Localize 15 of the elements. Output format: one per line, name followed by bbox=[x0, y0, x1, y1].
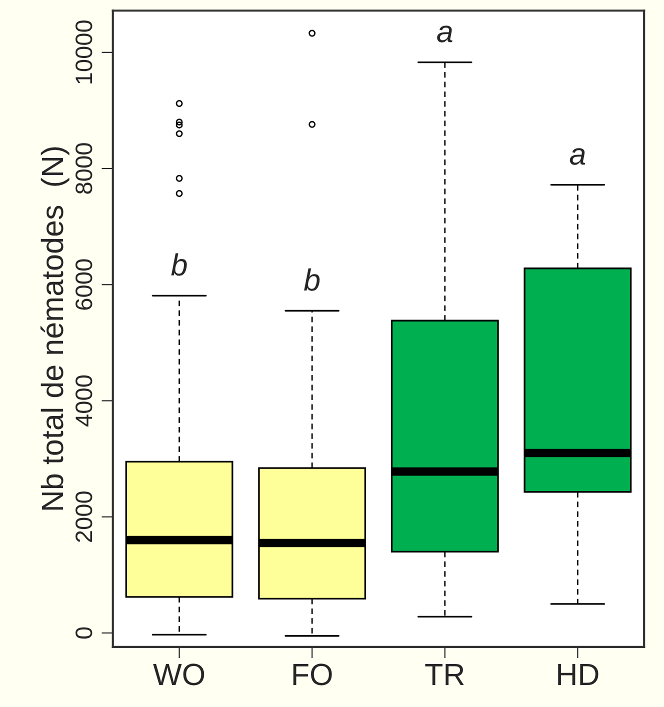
x-tick-label: TR bbox=[425, 664, 464, 686]
annotation: a bbox=[570, 148, 586, 165]
y-tick-label: 8000 bbox=[76, 143, 92, 194]
annotation: a bbox=[437, 26, 452, 42]
x-tick-label: HD bbox=[558, 664, 598, 686]
annotation: b bbox=[304, 268, 320, 291]
y-tick-label: 2000 bbox=[76, 492, 92, 542]
y-tick-label: 6000 bbox=[76, 259, 92, 310]
y-tick-label: 0 bbox=[76, 627, 92, 639]
y-tick-label: 4000 bbox=[76, 375, 92, 426]
y-tick-label: 10000 bbox=[76, 20, 92, 84]
y-axis-title: Nb total de nématodes (N) bbox=[40, 147, 70, 510]
x-tick-label: WO bbox=[153, 664, 204, 686]
annotation: b bbox=[171, 253, 187, 276]
x-tick-label: FO bbox=[293, 664, 332, 686]
